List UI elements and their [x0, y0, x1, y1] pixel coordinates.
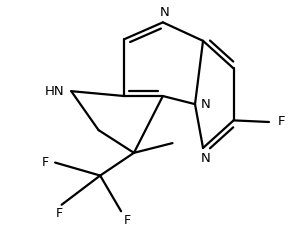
Text: F: F	[41, 156, 49, 169]
Text: N: N	[200, 152, 210, 165]
Text: N: N	[160, 6, 170, 19]
Text: N: N	[201, 98, 210, 111]
Text: HN: HN	[45, 85, 64, 98]
Text: F: F	[278, 115, 285, 128]
Text: F: F	[123, 214, 130, 227]
Text: F: F	[56, 207, 63, 220]
